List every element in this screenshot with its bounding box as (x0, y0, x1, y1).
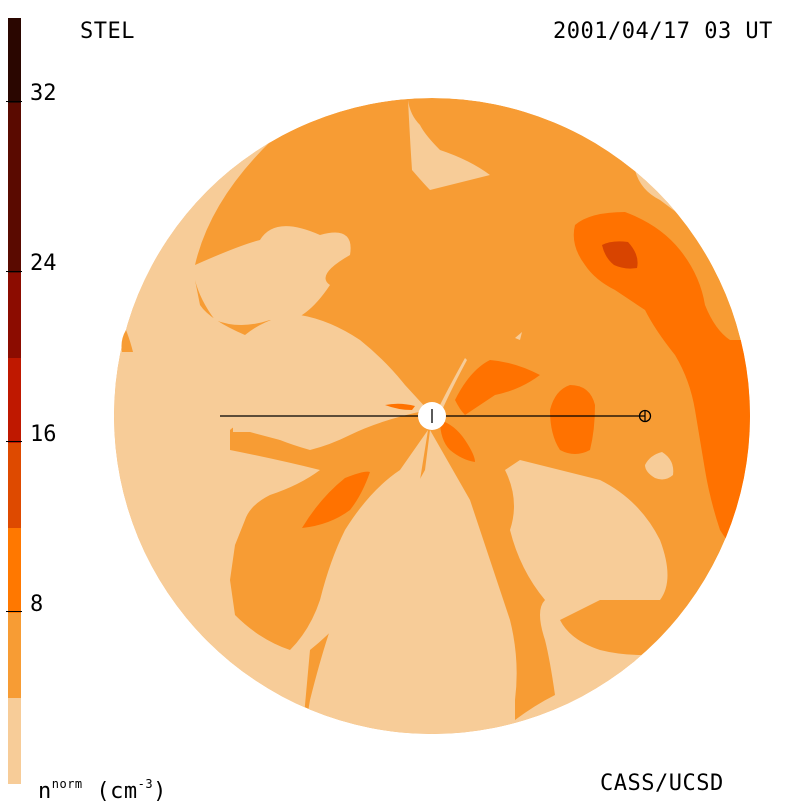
low-density-region (645, 452, 674, 480)
colorbar-tick (6, 441, 22, 442)
colorbar-segment (8, 273, 21, 358)
colorbar-segment (8, 358, 21, 443)
colorbar-segment (8, 103, 21, 188)
high-density-region (302, 471, 370, 528)
unit-label: nnorm (cm-3) (38, 772, 167, 804)
colorbar-segment (8, 698, 21, 784)
high-density-region (385, 403, 415, 410)
unit-close: ) (153, 779, 167, 804)
color-scale-bar (8, 18, 21, 784)
credit-label: CASS/UCSD (600, 771, 724, 796)
high-density-region (455, 360, 540, 415)
stel-label: STEL (80, 19, 135, 44)
colorbar-segment (8, 188, 21, 273)
high-density-region (440, 420, 475, 462)
high-density-region (550, 385, 595, 454)
colorbar-tick (6, 271, 22, 272)
colorbar-tick (6, 611, 22, 612)
low-density-region (300, 430, 517, 734)
colorbar-segment (8, 18, 21, 103)
timestamp-label: 2001/04/17 03 UT (553, 19, 773, 44)
colorbar-segment (8, 528, 21, 613)
high-density-region (573, 212, 750, 560)
unit-symbol: n (38, 779, 52, 804)
light-streak (440, 358, 467, 408)
colorbar-tick-label: 8 (30, 592, 44, 617)
colorbar-tick-label: 16 (30, 422, 57, 447)
unit-exponent: -3 (137, 777, 154, 791)
light-streak (515, 332, 522, 340)
earth-marker (638, 409, 652, 423)
colorbar-segment (8, 613, 21, 698)
colorbar-tick (6, 101, 22, 102)
peak-density-region (602, 241, 638, 269)
unit-superscript: norm (51, 777, 83, 791)
colorbar-tick-label: 24 (30, 251, 57, 276)
edge-blob (121, 330, 133, 352)
sun-marker (418, 402, 446, 430)
low-density-region (408, 100, 490, 190)
colorbar-tick-label: 32 (30, 81, 57, 106)
colorbar-segment (8, 443, 21, 528)
